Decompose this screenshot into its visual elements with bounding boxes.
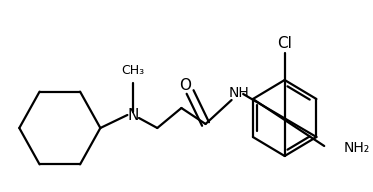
Text: CH₃: CH₃ bbox=[122, 64, 145, 76]
Text: NH: NH bbox=[229, 86, 250, 100]
Text: NH₂: NH₂ bbox=[344, 141, 370, 155]
Text: N: N bbox=[128, 108, 139, 122]
Text: O: O bbox=[179, 79, 191, 94]
Text: Cl: Cl bbox=[277, 36, 292, 50]
